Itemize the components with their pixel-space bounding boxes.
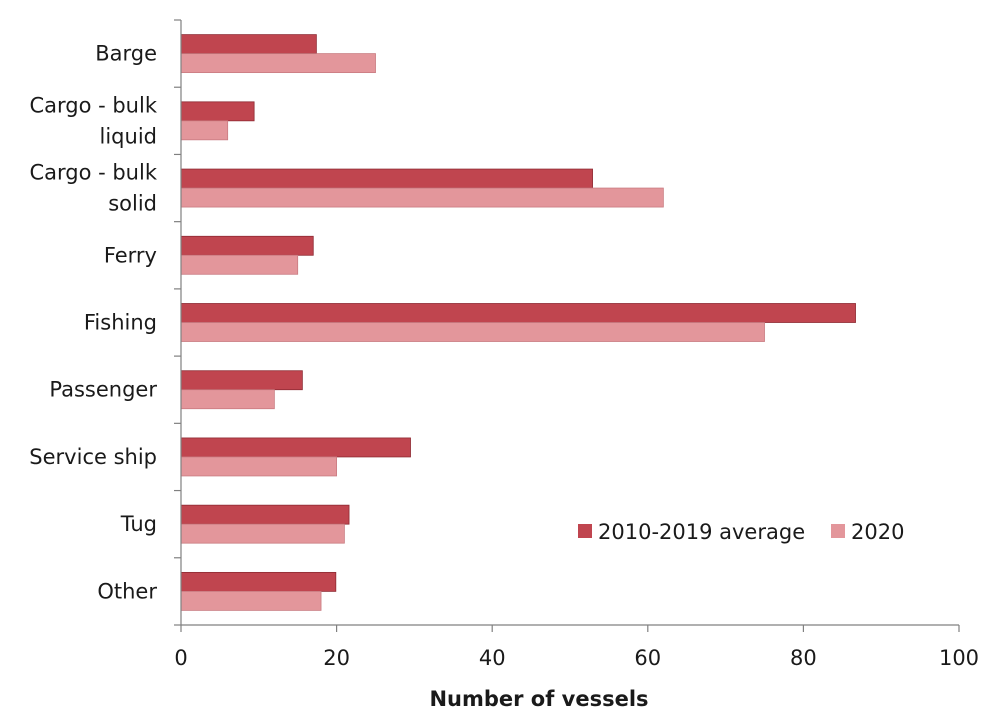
category-label: Cargo - bulk — [29, 93, 157, 117]
x-tick-label: 40 — [479, 646, 506, 670]
category-label: Passenger — [49, 378, 157, 402]
bar-other-2020 — [180, 590, 322, 611]
bar-passenger-2010-2019-average — [180, 370, 303, 391]
bar-cargo-bulk-liquid-2010-2019-average — [180, 101, 255, 122]
category-label: Fishing — [84, 311, 157, 335]
bar-cargo-bulk-solid-2020 — [180, 187, 664, 208]
category-label: solid — [108, 192, 157, 216]
x-tick-label: 20 — [323, 646, 350, 670]
x-tick-label: 60 — [634, 646, 661, 670]
category-label: Cargo - bulk — [29, 161, 157, 185]
x-axis: 0 20 40 60 80 100 — [174, 624, 979, 670]
bar-fishing-2010-2019-average — [180, 303, 856, 323]
bar-barge-2010-2019-average — [180, 34, 317, 55]
category-label: Service ship — [29, 445, 157, 469]
legend-label-2010-2019-average: 2010-2019 average — [598, 520, 805, 544]
legend: 2010-2019 average 2020 — [578, 520, 904, 544]
legend-label-2020: 2020 — [851, 520, 904, 544]
bar-fishing-2020 — [180, 322, 765, 342]
category-labels: Barge Cargo - bulk liquid Cargo - bulk solid… — [29, 42, 158, 604]
x-tick-label: 100 — [939, 646, 979, 670]
bar-tug-2010-2019-average — [180, 504, 350, 525]
bar-tug-2020 — [180, 523, 345, 544]
legend-swatch-2010-2019-average — [578, 524, 592, 538]
bar-other-2010-2019-average — [180, 571, 337, 592]
bar-passenger-2020 — [180, 389, 275, 410]
x-axis-title: Number of vessels — [429, 687, 648, 711]
x-tick-label: 0 — [174, 646, 187, 670]
category-label: liquid — [100, 124, 157, 148]
category-label: Barge — [95, 42, 157, 66]
category-label: Other — [97, 579, 157, 603]
x-tick-label: 80 — [790, 646, 817, 670]
category-label: Tug — [120, 512, 157, 536]
bar-cargo-bulk-liquid-2020 — [180, 120, 229, 141]
bar-service-ship-2020 — [180, 456, 338, 477]
legend-swatch-2020 — [831, 524, 845, 538]
category-label: Ferry — [104, 243, 157, 267]
bar-service-ship-2010-2019-average — [180, 437, 411, 458]
y-axis — [174, 19, 182, 626]
bar-cargo-bulk-solid-2010-2019-average — [180, 168, 593, 189]
bar-barge-2020 — [180, 53, 376, 74]
bar-ferry-2020 — [180, 254, 299, 275]
bar-ferry-2010-2019-average — [180, 235, 314, 256]
